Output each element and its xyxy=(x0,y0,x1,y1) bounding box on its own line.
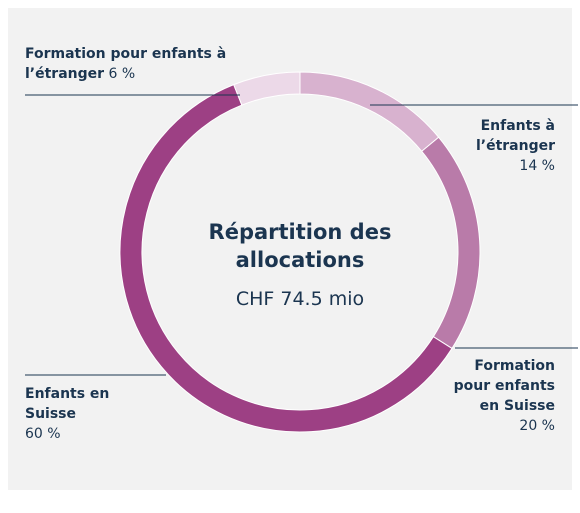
value-label: 20 % xyxy=(519,418,555,434)
category-label: Formation pour enfants en Suisse xyxy=(453,358,555,414)
category-label: Formation pour enfants à l’étranger xyxy=(25,46,227,82)
chart-title: Répartition des allocations xyxy=(208,220,392,272)
slice-label: Enfants en Suisse 60 % xyxy=(25,384,125,444)
donut xyxy=(119,71,481,433)
donut-slice xyxy=(119,83,453,433)
slice-label: Formation pour enfants en Suisse 20 % xyxy=(435,356,555,436)
category-label: Enfants à l’étranger xyxy=(475,118,555,154)
value-label: 6 % xyxy=(108,66,136,82)
slice-label: Enfants à l’étranger 14 % xyxy=(445,116,555,176)
chart-subtitle: CHF 74.5 mio xyxy=(235,288,365,310)
value-label: 14 % xyxy=(519,158,555,174)
leader-lines xyxy=(25,94,578,376)
donut-slice xyxy=(233,71,301,106)
category-label: Enfants en Suisse xyxy=(25,386,110,422)
donut-slice xyxy=(299,71,440,152)
slice-label: Formation pour enfants à l’étranger 6 % xyxy=(25,44,235,84)
value-label: 60 % xyxy=(25,426,61,442)
